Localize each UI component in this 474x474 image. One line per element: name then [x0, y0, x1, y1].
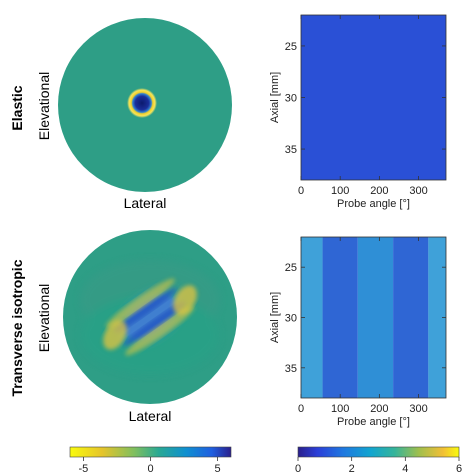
x-axis-label: Probe angle [°]	[337, 198, 410, 210]
x-tick-label: 200	[370, 185, 388, 197]
ti-lateral-label: Lateral	[129, 408, 172, 424]
y-axis-label: Axial [mm]	[269, 72, 281, 123]
y-tick-label: 35	[285, 144, 297, 156]
colorbar-right-ticks: 0 2 4 6	[295, 457, 462, 474]
y-tick-label: 30	[285, 93, 297, 105]
ti-texture	[80, 260, 220, 375]
ti-heatmap: 0 100 200 300 25 30 35 Probe angle [°] Axial [mm…	[269, 236, 447, 428]
colorbar-tick-label: 2	[349, 463, 355, 474]
x-tick-label: 0	[298, 403, 304, 415]
heatmap-band	[301, 237, 323, 398]
heatmap-band	[322, 237, 358, 398]
x-tick-label: 100	[331, 403, 349, 415]
colorbar-right	[297, 446, 460, 458]
y-tick-label: 25	[285, 262, 297, 274]
x-tick-label: 200	[370, 403, 388, 415]
elastic-lateral-label: Lateral	[124, 195, 167, 211]
colorbar-left-ticks: -5 0 5	[79, 457, 221, 474]
colorbar-tick-label: 6	[456, 463, 462, 474]
colorbar-tick-label: 0	[295, 463, 301, 474]
elastic-inclusion	[127, 88, 157, 118]
y-tick-label: 35	[285, 363, 297, 375]
heatmap-cell	[301, 15, 446, 180]
x-axis-label: Probe angle [°]	[337, 416, 410, 428]
heatmap-band	[357, 237, 394, 398]
colorbar-tick-label: 4	[402, 463, 408, 474]
colorbar-tick-label: 5	[215, 463, 221, 474]
colorbar-tick-label: -5	[79, 463, 89, 474]
heatmap-band	[428, 237, 446, 398]
elastic-elevational-label: Elevational	[36, 72, 52, 141]
elastic-heatmap: 0 100 200 300 25 30 35 Probe angle [°] Axial [mm…	[269, 14, 447, 210]
x-tick-label: 0	[298, 185, 304, 197]
x-tick-label: 300	[409, 403, 427, 415]
x-tick-label: 100	[331, 185, 349, 197]
colorbar-left	[69, 446, 232, 458]
y-axis-label: Axial [mm]	[269, 292, 281, 343]
y-tick-label: 25	[285, 41, 297, 53]
row-label-elastic: Elastic	[9, 85, 25, 130]
colorbar-tick-label: 0	[147, 463, 153, 474]
y-tick-label: 30	[285, 313, 297, 325]
row-label-transverse-isotropic: Transverse isotropic	[9, 259, 25, 396]
x-tick-label: 300	[409, 185, 427, 197]
ti-elevational-label: Elevational	[36, 284, 52, 353]
heatmap-band	[393, 237, 429, 398]
